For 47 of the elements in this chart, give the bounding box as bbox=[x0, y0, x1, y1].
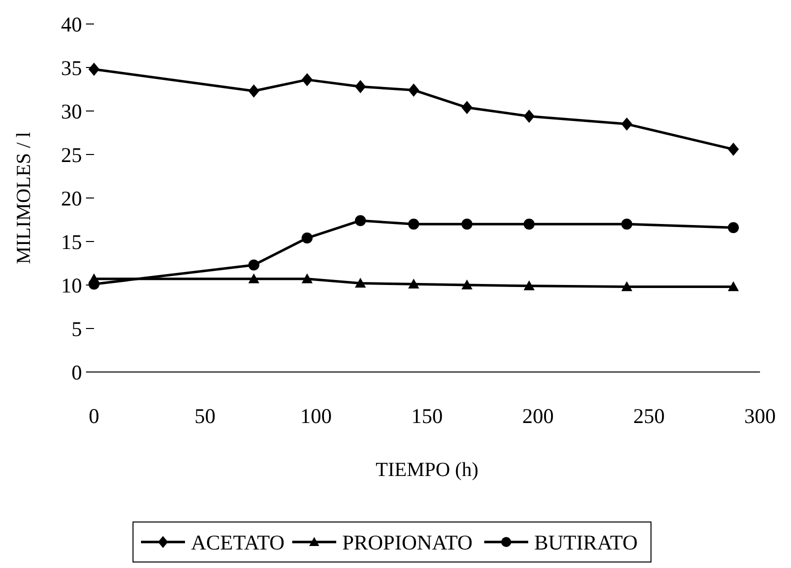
point bbox=[524, 218, 535, 230]
point bbox=[524, 110, 535, 123]
point bbox=[248, 273, 260, 284]
y-axis-title: MILIMOLES / l bbox=[13, 131, 35, 264]
x-tick-label: 50 bbox=[194, 404, 216, 428]
x-tick-label: 100 bbox=[300, 404, 332, 428]
point bbox=[408, 218, 420, 230]
point bbox=[248, 84, 260, 98]
point bbox=[728, 281, 739, 292]
x-tick-label: 0 bbox=[88, 404, 100, 428]
point bbox=[354, 215, 366, 226]
y-tick-label: 25 bbox=[61, 142, 82, 167]
point bbox=[88, 62, 100, 76]
legend-label: PROPIONATO bbox=[342, 530, 473, 554]
point bbox=[461, 100, 472, 114]
point bbox=[728, 142, 739, 156]
point bbox=[461, 280, 472, 290]
y-tick-label: 0 bbox=[72, 360, 82, 384]
point bbox=[728, 222, 739, 234]
point bbox=[408, 84, 420, 97]
legend-label: ACETATO bbox=[191, 530, 285, 554]
x-axis-title: TIEMPO (h) bbox=[376, 459, 478, 481]
point bbox=[621, 117, 632, 131]
y-tick-label: 30 bbox=[61, 99, 82, 124]
point bbox=[302, 73, 313, 86]
point bbox=[354, 80, 366, 94]
y-tick-label: 15 bbox=[61, 230, 82, 254]
point bbox=[461, 218, 472, 230]
x-tick-label: 200 bbox=[522, 404, 554, 428]
y-tick-label: 5 bbox=[72, 316, 82, 341]
x-tick-label: 150 bbox=[411, 404, 443, 428]
point bbox=[248, 259, 260, 270]
x-tick-label: 250 bbox=[633, 404, 665, 428]
point bbox=[621, 218, 632, 230]
y-tick-label: 20 bbox=[61, 186, 82, 210]
point bbox=[408, 278, 420, 289]
point bbox=[302, 232, 313, 244]
y-tick-label: 10 bbox=[61, 273, 82, 298]
point bbox=[354, 278, 366, 288]
point bbox=[524, 280, 535, 290]
point bbox=[621, 281, 632, 292]
x-tick-label: 300 bbox=[744, 404, 776, 428]
point bbox=[302, 273, 313, 284]
legend-label: BUTIRATO bbox=[534, 530, 638, 554]
y-tick-label: 35 bbox=[61, 56, 82, 80]
y-tick-label: 40 bbox=[61, 12, 82, 36]
point bbox=[88, 273, 100, 284]
